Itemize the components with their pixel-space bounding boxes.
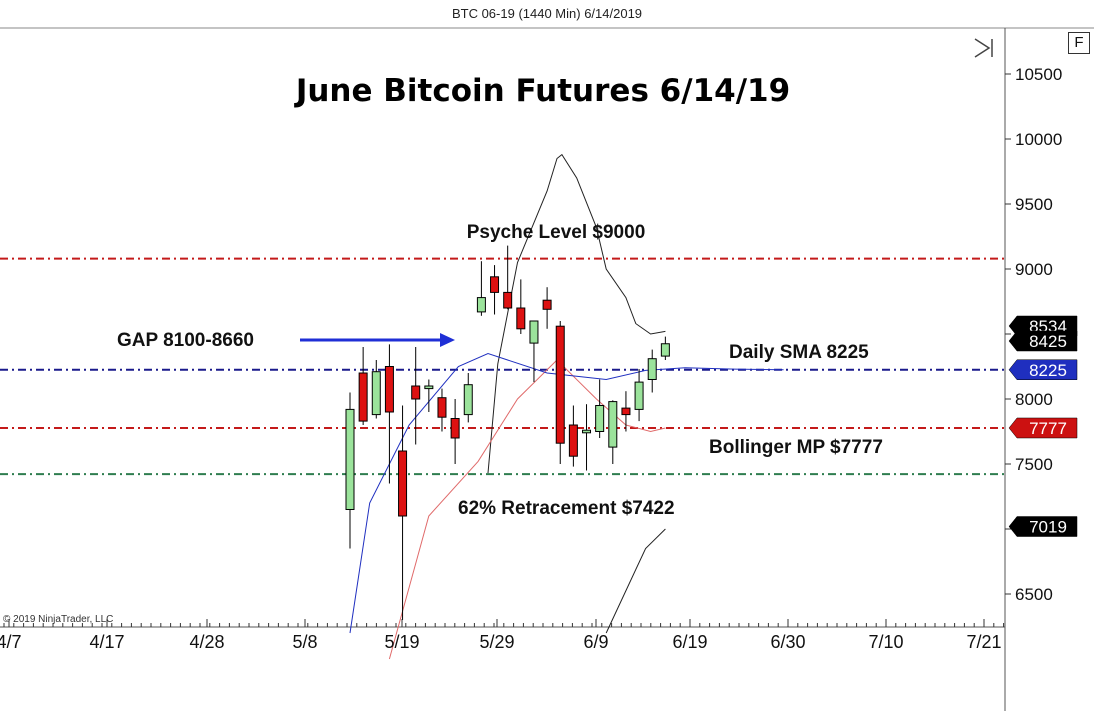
psyche-level-annotation: Psyche Level $9000	[467, 222, 646, 243]
candle-body	[450, 418, 460, 439]
price-tag: 8425	[1008, 330, 1078, 352]
x-tick-label: 7/10	[868, 632, 903, 652]
x-tick-label: 4/7	[0, 632, 22, 652]
candle-body	[384, 366, 394, 413]
candle-body	[463, 384, 473, 416]
x-tick-label: 6/19	[672, 632, 707, 652]
scroll-to-end-icon[interactable]	[974, 38, 993, 58]
price-tag-box	[1008, 417, 1078, 439]
price-tag-label: 7019	[1029, 518, 1067, 537]
candle-body	[634, 381, 644, 410]
candle-body	[345, 408, 355, 510]
candle-body	[555, 325, 565, 444]
candle-body	[424, 385, 434, 390]
candle-body	[529, 320, 539, 344]
bollinger-lower-line	[605, 528, 666, 634]
copyright-label: © 2019 NinjaTrader, LLC	[3, 614, 113, 625]
candle-body	[398, 450, 408, 517]
price-tag-label: 8225	[1029, 361, 1067, 380]
candle-body	[437, 397, 447, 418]
sma-line	[349, 352, 784, 634]
y-tick-label: 7500	[1015, 455, 1053, 474]
y-tick-label: 6500	[1015, 585, 1053, 604]
candle-body	[660, 343, 670, 357]
price-tag: 7019	[1008, 516, 1078, 537]
candle-body	[516, 307, 526, 330]
gap-annotation: GAP 8100-8660	[117, 330, 254, 351]
candle-body	[476, 297, 486, 313]
price-tag: 8225	[1008, 359, 1078, 380]
format-button[interactable]: F	[1068, 32, 1090, 54]
candle-body	[582, 429, 592, 434]
y-tick-label: 10500	[1015, 65, 1062, 84]
candle-body	[503, 291, 513, 309]
bollinger-annotation: Bollinger MP $7777	[709, 437, 883, 458]
x-tick-label: 4/17	[89, 632, 124, 652]
candle-body	[542, 299, 552, 310]
y-tick-label: 8000	[1015, 390, 1053, 409]
candle-body	[490, 276, 500, 293]
x-tick-label: 5/19	[384, 632, 419, 652]
candle-body	[647, 358, 657, 381]
candle-body	[358, 372, 368, 422]
bollinger-upper-line	[487, 153, 666, 474]
candle-body	[371, 371, 381, 416]
x-tick-label: 5/8	[292, 632, 317, 652]
chart-title: June Bitcoin Futures 6/14/19	[294, 73, 790, 109]
candle-body	[608, 401, 618, 448]
x-tick-label: 6/30	[770, 632, 805, 652]
x-tick-label: 6/9	[583, 632, 608, 652]
y-tick-label: 9500	[1015, 195, 1053, 214]
price-tag-box	[1008, 330, 1078, 352]
price-tag-label: 8425	[1029, 332, 1067, 351]
candle-body	[568, 424, 578, 457]
price-tag-label: 7777	[1029, 419, 1067, 438]
gap-arrow-icon	[300, 333, 455, 347]
price-tag-box	[1008, 516, 1078, 537]
candle-body	[621, 407, 631, 416]
sma-annotation: Daily SMA 8225	[729, 342, 869, 363]
x-tick-label: 4/28	[189, 632, 224, 652]
candle-body	[411, 385, 421, 400]
x-tick-label: 7/21	[966, 632, 1001, 652]
price-tag-box	[1008, 359, 1078, 380]
y-tick-label: 10000	[1015, 130, 1062, 149]
x-tick-label: 5/29	[479, 632, 514, 652]
price-tag: 7777	[1008, 417, 1078, 439]
chart-header: BTC 06-19 (1440 Min) 6/14/2019	[451, 6, 643, 21]
retracement-annotation: 62% Retracement $7422	[458, 498, 675, 519]
candle-body	[595, 405, 605, 432]
y-tick-label: 9000	[1015, 260, 1053, 279]
